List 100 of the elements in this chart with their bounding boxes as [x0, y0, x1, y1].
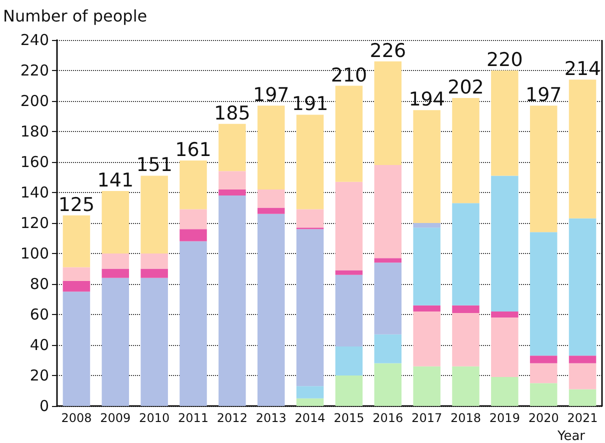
x-tick-label: 2016 [372, 411, 404, 425]
bar [491, 70, 518, 176]
y-tick-label: 220 [20, 62, 49, 80]
bar [374, 61, 402, 166]
total-label: 191 [292, 93, 328, 116]
bar [257, 208, 285, 214]
bar [218, 189, 246, 196]
y-tick-label: 120 [20, 214, 49, 232]
y-tick-label: 40 [30, 336, 49, 354]
total-label: 210 [330, 64, 368, 86]
y-tick-label: 0 [39, 397, 49, 415]
bar [102, 254, 130, 269]
bar [568, 356, 596, 364]
bar [491, 176, 518, 312]
bar [102, 278, 130, 406]
bar [335, 376, 363, 406]
bar [452, 203, 480, 306]
total-label: 185 [214, 102, 250, 124]
bar [296, 114, 324, 210]
bar [413, 366, 440, 406]
bar [530, 383, 558, 406]
bar [218, 171, 246, 190]
bar [335, 270, 363, 275]
bar [296, 398, 324, 406]
y-tick-label: 20 [30, 366, 49, 384]
y-tick-label: 240 [20, 31, 49, 49]
bar [374, 334, 402, 364]
bar [335, 274, 363, 347]
total-label: 197 [252, 84, 290, 106]
x-tick-label: 2011 [178, 411, 209, 425]
x-tick-label: 2012 [216, 411, 248, 425]
total-label: 214 [564, 58, 601, 80]
bar [257, 189, 285, 208]
bar [568, 218, 596, 356]
x-axis-title: Year [556, 429, 586, 443]
bar [374, 363, 402, 406]
bar [452, 305, 480, 313]
bar [62, 292, 90, 406]
total-label: 151 [136, 154, 172, 176]
bar [413, 110, 440, 223]
bar [491, 377, 518, 406]
bar [568, 363, 596, 390]
total-label: 194 [408, 88, 445, 111]
bar [296, 209, 324, 228]
y-axis-title: Number of people [3, 6, 148, 26]
y-tick-label: 180 [20, 122, 49, 140]
x-tick-label: 2019 [489, 411, 520, 425]
bar [568, 389, 596, 406]
bar [180, 241, 207, 406]
x-tick-label: 2009 [100, 411, 131, 425]
bar [140, 176, 168, 254]
bar [62, 267, 90, 281]
bar [530, 106, 558, 232]
bar [413, 311, 440, 366]
bar [102, 190, 130, 254]
y-tick-label: 80 [30, 275, 49, 293]
total-label: 141 [97, 169, 134, 192]
bar [568, 80, 596, 218]
bar [257, 214, 285, 406]
y-tick-label: 60 [30, 306, 49, 324]
bar [180, 229, 207, 242]
total-label: 197 [525, 84, 562, 106]
bar [62, 280, 90, 292]
bar [140, 278, 168, 406]
x-tick-label: 2013 [256, 411, 286, 425]
bar [374, 258, 402, 263]
bar [257, 106, 285, 190]
x-tick-label: 2008 [61, 411, 92, 425]
bar [530, 356, 558, 364]
bar [296, 229, 324, 386]
bar [452, 366, 480, 406]
y-tick-label: 160 [20, 153, 49, 171]
bar [102, 268, 130, 278]
bar [335, 182, 363, 270]
bar [218, 196, 246, 406]
total-label: 226 [370, 40, 406, 62]
bar [180, 209, 207, 230]
y-tick-label: 200 [20, 92, 49, 110]
bar [452, 98, 480, 204]
bar [530, 363, 558, 384]
bar [335, 346, 363, 376]
bar [180, 160, 207, 210]
bar [413, 228, 440, 306]
bar [335, 86, 363, 182]
bar [62, 215, 90, 268]
x-tick-label: 2017 [412, 411, 442, 425]
y-tick-label: 100 [20, 244, 49, 262]
x-tick-label: 2021 [567, 411, 598, 425]
total-label: 220 [486, 49, 523, 71]
bar [218, 124, 246, 172]
y-tick-label: 140 [20, 184, 49, 202]
bar [374, 262, 402, 334]
bar [374, 165, 402, 258]
x-tick-label: 2010 [139, 411, 170, 425]
total-label: 125 [58, 194, 95, 216]
bar [413, 223, 440, 228]
bar [296, 386, 324, 398]
x-tick-label: 2018 [450, 411, 482, 425]
x-tick-label: 2014 [294, 411, 326, 425]
bar [140, 254, 168, 269]
